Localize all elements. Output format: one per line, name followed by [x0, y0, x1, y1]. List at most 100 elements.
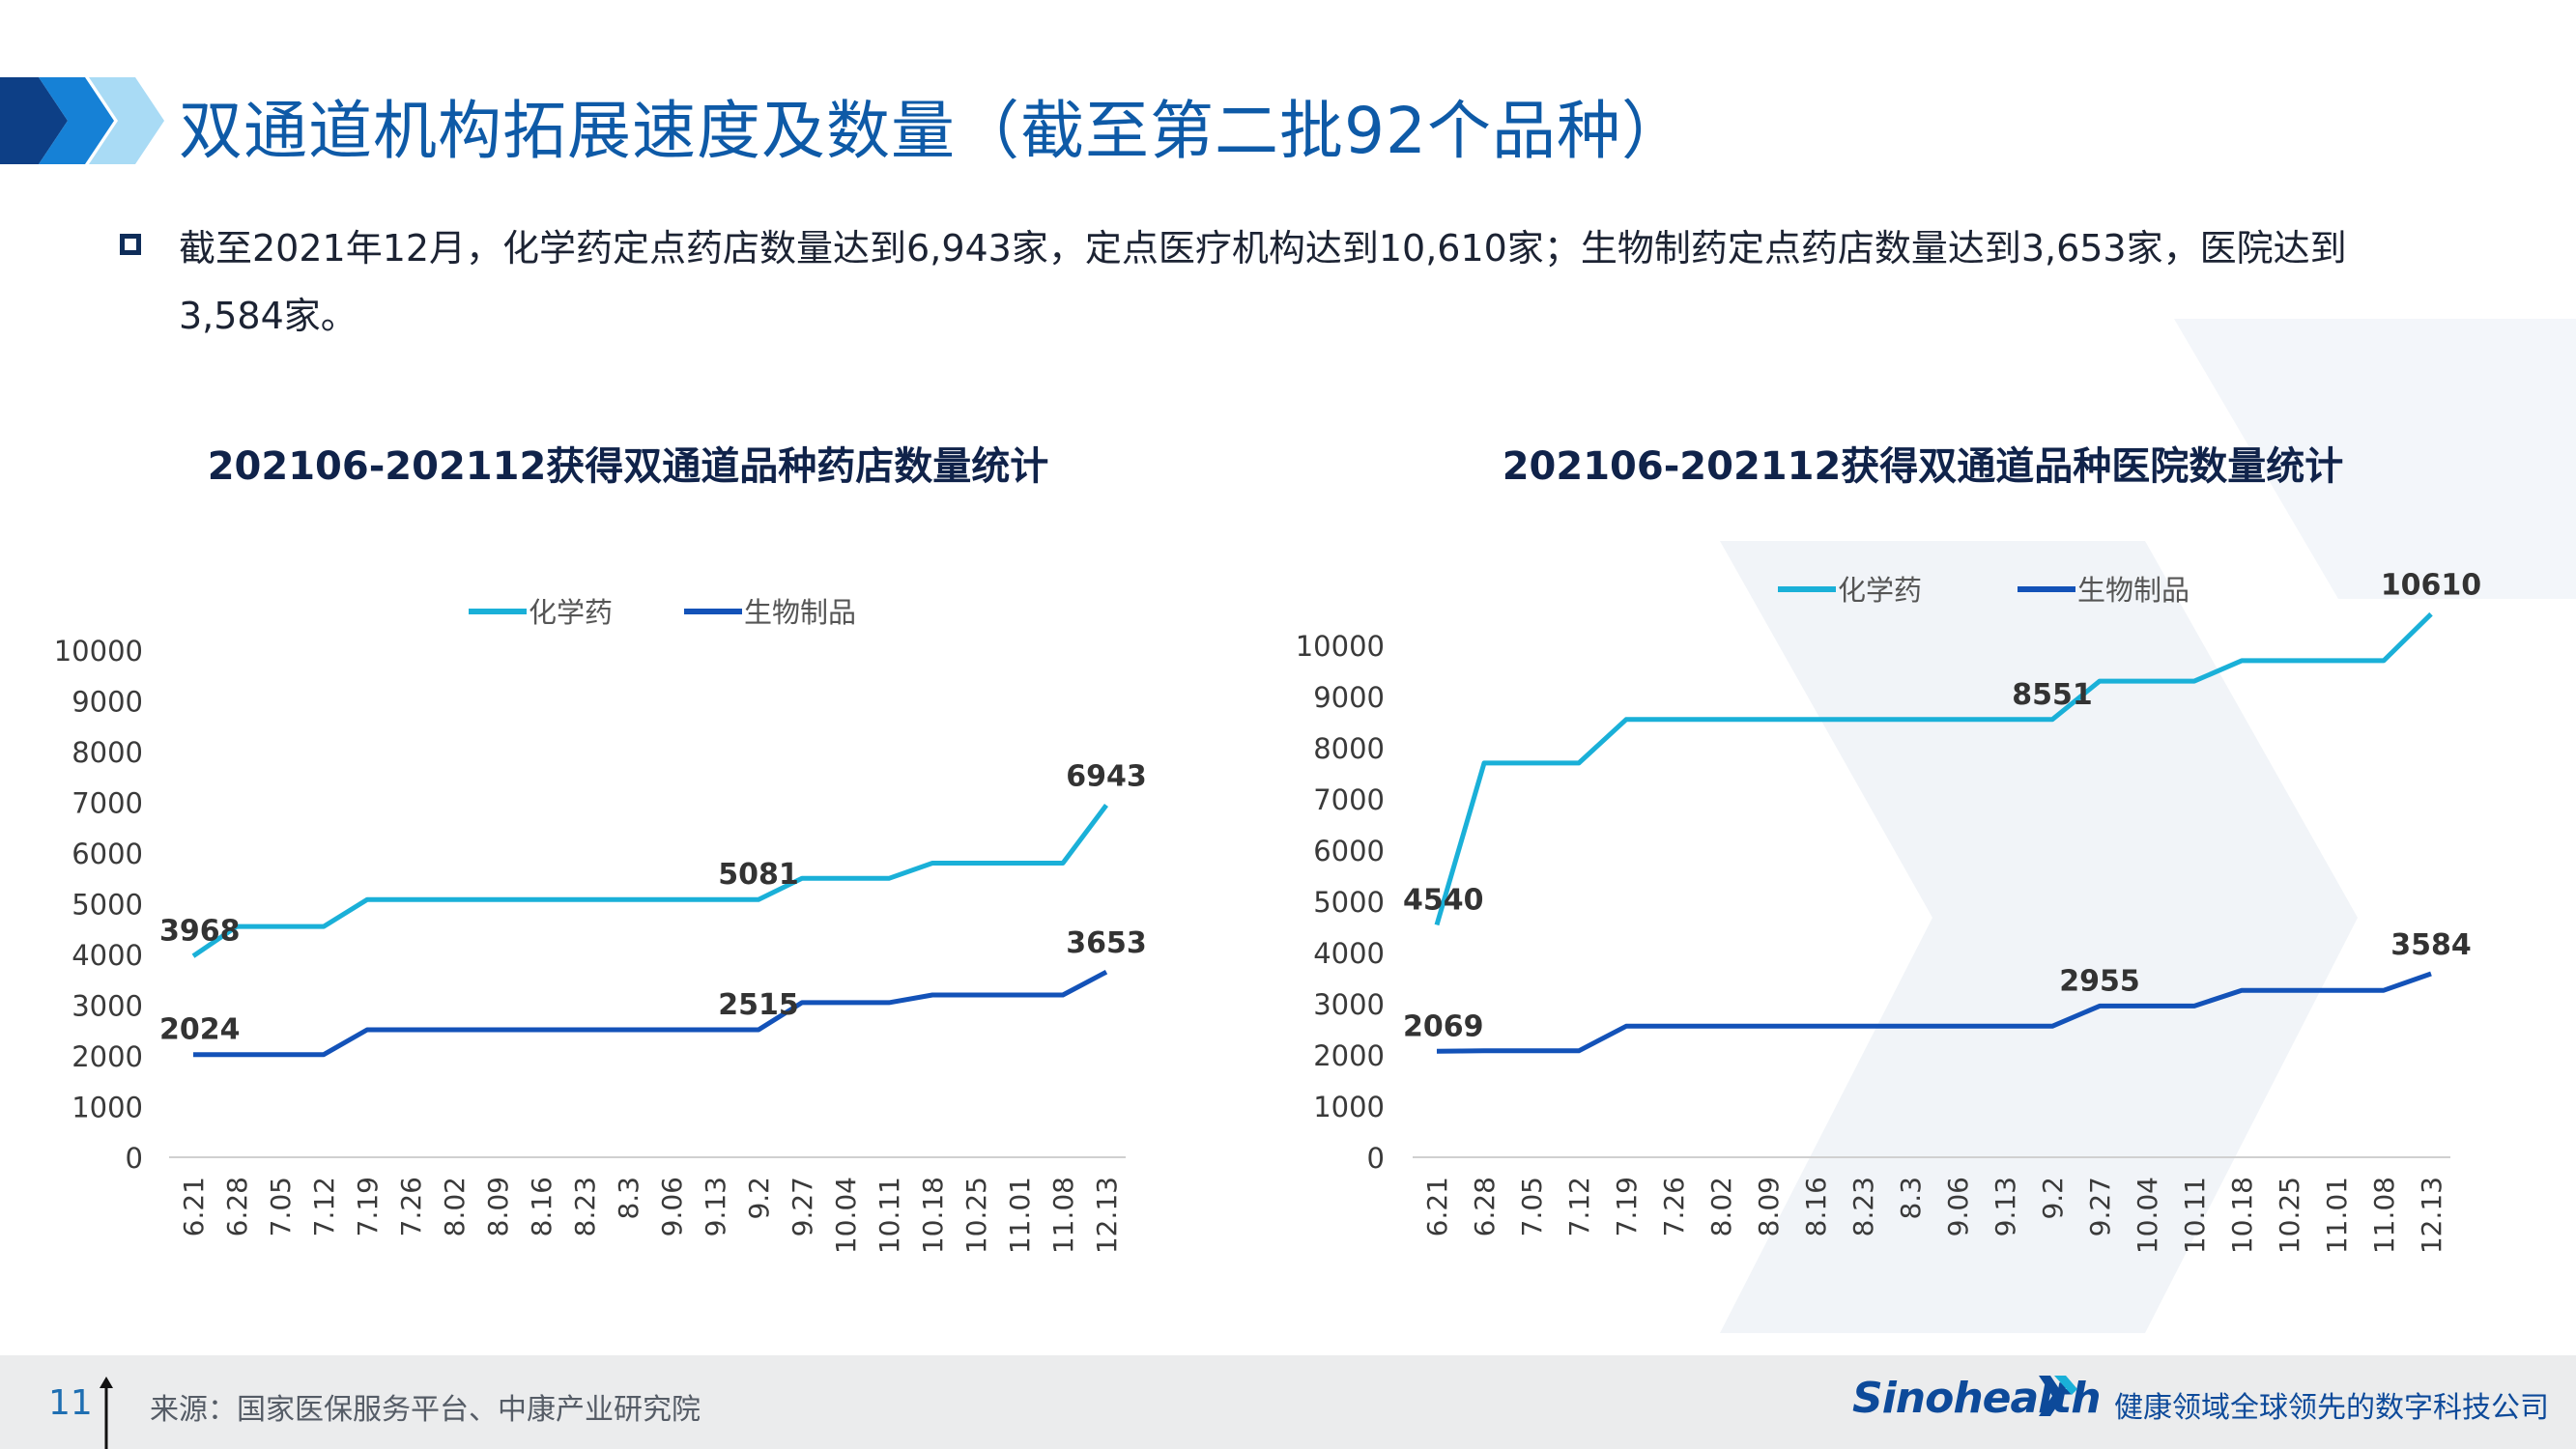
- chart-title-pharmacy: 202106-202112获得双通道品种药店数量统计: [207, 444, 1049, 489]
- x-tick-label: 9.27: [787, 1177, 818, 1236]
- data-label: 2515: [718, 988, 799, 1022]
- footer-bar: [0, 1355, 2576, 1449]
- summary-text: 截至2021年12月，化学药定点药店数量达到6,943家，定点医疗机构达到10,…: [179, 227, 2347, 337]
- x-tick-label: 9.13: [700, 1177, 731, 1236]
- x-tick-label: 11.01: [1004, 1177, 1036, 1254]
- y-tick-label: 5000: [72, 889, 143, 922]
- data-label: 2069: [1403, 1009, 1484, 1043]
- y-tick-label: 7000: [72, 787, 143, 820]
- y-tick-label: 10000: [54, 635, 143, 668]
- x-tick-label: 7.05: [265, 1177, 297, 1236]
- x-tick-label: 10.25: [960, 1177, 992, 1254]
- x-tick-label: 7.19: [352, 1177, 384, 1236]
- y-tick-label: 4000: [72, 939, 143, 972]
- y-tick-label: 0: [1367, 1142, 1385, 1175]
- data-label: 2024: [159, 1013, 241, 1047]
- x-tick-label: 9.2: [743, 1177, 775, 1220]
- x-tick-label: 7.12: [308, 1177, 340, 1236]
- x-tick-label: 11.08: [1047, 1177, 1079, 1254]
- y-tick-label: 1000: [72, 1092, 143, 1124]
- x-tick-label: 8.09: [1753, 1177, 1785, 1236]
- x-tick-label: 6.21: [1421, 1177, 1453, 1236]
- x-tick-label: 6.28: [1469, 1177, 1501, 1236]
- x-tick-label: 8.16: [1800, 1177, 1832, 1236]
- chart-title-hospital: 202106-202112获得双通道品种医院数量统计: [1502, 444, 2344, 489]
- x-tick-label: 8.3: [1895, 1177, 1927, 1220]
- x-tick-label: 9.13: [1989, 1177, 2021, 1236]
- x-tick-label: 8.23: [1847, 1177, 1879, 1236]
- y-tick-label: 5000: [1313, 886, 1385, 919]
- x-tick-label: 11.01: [2321, 1177, 2353, 1254]
- page-title: 双通道机构拓展速度及数量（截至第二批92个品种）: [179, 94, 1686, 168]
- x-tick-label: 8.23: [569, 1177, 601, 1236]
- series-line-bio: [1436, 971, 2432, 1054]
- y-tick-label: 2000: [72, 1040, 143, 1073]
- data-label: 2955: [2059, 964, 2140, 998]
- y-tick-label: 8000: [72, 736, 143, 769]
- x-tick-label: 8.3: [613, 1177, 644, 1220]
- page-number: 11: [48, 1383, 93, 1423]
- x-tick-label: 10.04: [2132, 1177, 2163, 1254]
- x-tick-label: 10.18: [917, 1177, 949, 1254]
- data-label: 5081: [718, 858, 799, 892]
- data-label: 8551: [2012, 678, 2093, 712]
- data-label: 3584: [2390, 928, 2472, 962]
- y-tick-label: 3000: [1313, 988, 1385, 1021]
- x-tick-label: 9.27: [2084, 1177, 2116, 1236]
- x-tick-label: 9.06: [656, 1177, 688, 1236]
- bullet-square-icon: [120, 234, 141, 255]
- data-label: 3653: [1066, 926, 1147, 960]
- legend-label: 生物制品: [744, 596, 856, 629]
- x-tick-label: 7.05: [1516, 1177, 1548, 1236]
- legend-label: 生物制品: [2077, 574, 2190, 607]
- y-tick-label: 0: [126, 1142, 143, 1175]
- x-tick-label: 7.19: [1611, 1177, 1643, 1236]
- y-tick-label: 9000: [1313, 681, 1385, 714]
- legend-label: 化学药: [529, 596, 613, 629]
- logo-mark-icon: [2039, 1376, 2077, 1416]
- x-tick-label: 12.13: [1091, 1177, 1123, 1254]
- x-tick-label: 8.02: [1705, 1177, 1737, 1236]
- y-tick-label: 3000: [72, 990, 143, 1023]
- x-tick-label: 8.16: [526, 1177, 558, 1236]
- x-tick-label: 6.21: [178, 1177, 210, 1236]
- x-tick-label: 11.08: [2368, 1177, 2400, 1254]
- x-tick-label: 10.11: [2179, 1177, 2211, 1254]
- y-tick-label: 9000: [72, 686, 143, 719]
- series-line-bio: [193, 969, 1108, 1058]
- legend-label: 化学药: [1838, 574, 1922, 607]
- x-tick-label: 10.11: [873, 1177, 905, 1254]
- data-label: 4540: [1403, 883, 1484, 917]
- data-label: 3968: [159, 915, 241, 949]
- x-tick-label: 10.04: [830, 1177, 862, 1254]
- data-label: 6943: [1066, 759, 1147, 793]
- y-tick-label: 4000: [1313, 937, 1385, 970]
- y-tick-label: 8000: [1313, 732, 1385, 765]
- y-tick-label: 2000: [1313, 1039, 1385, 1072]
- x-tick-label: 7.26: [395, 1177, 427, 1236]
- y-tick-label: 7000: [1313, 783, 1385, 816]
- data-label: 10610: [2381, 569, 2481, 603]
- y-tick-label: 6000: [1313, 835, 1385, 867]
- header-chevron-icon: [0, 77, 164, 164]
- x-tick-label: 7.12: [1563, 1177, 1595, 1236]
- source-note: 来源：国家医保服务平台、中康产业研究院: [150, 1393, 701, 1427]
- series-line-chem: [191, 804, 1108, 958]
- x-tick-label: 8.09: [482, 1177, 514, 1236]
- arrow-up-icon: [100, 1377, 113, 1449]
- x-tick-label: 10.18: [2226, 1177, 2258, 1254]
- x-tick-label: 10.25: [2274, 1177, 2305, 1254]
- y-tick-label: 10000: [1296, 630, 1385, 663]
- y-tick-label: 6000: [72, 838, 143, 870]
- x-tick-label: 8.02: [439, 1177, 471, 1236]
- series-line-chem: [1434, 611, 2433, 926]
- x-tick-label: 7.26: [1658, 1177, 1690, 1236]
- company-slogan: 健康领域全球领先的数字科技公司: [2114, 1391, 2549, 1425]
- x-tick-label: 9.06: [1942, 1177, 1974, 1236]
- x-tick-label: 6.28: [221, 1177, 253, 1236]
- x-tick-label: 9.2: [2037, 1177, 2069, 1220]
- y-tick-label: 1000: [1313, 1091, 1385, 1123]
- x-tick-label: 12.13: [2416, 1177, 2447, 1254]
